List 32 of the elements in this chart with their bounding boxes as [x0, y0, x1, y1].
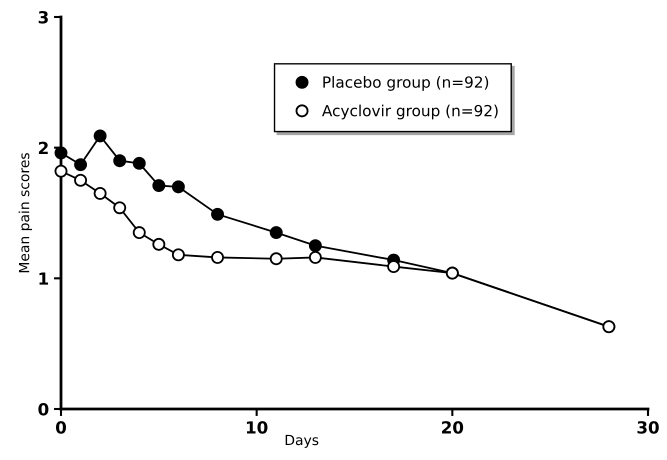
y-tick-label: 0: [38, 402, 48, 416]
point: [94, 186, 107, 200]
point: [270, 226, 283, 240]
y-tick-label: 1: [39, 272, 48, 285]
x-tick-label: 30: [638, 421, 659, 434]
point: [308, 239, 322, 252]
x-tick-label: 10: [246, 421, 268, 434]
point: [54, 164, 68, 178]
point: [308, 250, 322, 264]
x-tick-label: 20: [442, 421, 464, 434]
y-axis-title: Mean pain scores: [18, 153, 32, 272]
legend-label: Placebo group (n=92): [323, 76, 488, 91]
y-tick-label: 3: [38, 10, 48, 24]
point: [172, 180, 185, 194]
point: [94, 129, 107, 142]
point: [113, 201, 126, 214]
x-axis-title: Days: [286, 434, 318, 448]
point: [132, 226, 146, 240]
point: [74, 158, 88, 172]
point: [152, 179, 166, 192]
point: [132, 156, 146, 170]
point: [387, 260, 400, 274]
point: [211, 208, 224, 221]
point: [152, 238, 166, 251]
point: [270, 252, 283, 266]
point: [74, 174, 88, 187]
y-tick-label: 2: [38, 142, 48, 154]
point: [211, 250, 224, 264]
point: [113, 154, 126, 168]
legend-label: Acyclovir group (n=92): [322, 104, 498, 120]
x-tick-label: 0: [56, 421, 66, 434]
point: [172, 248, 185, 262]
